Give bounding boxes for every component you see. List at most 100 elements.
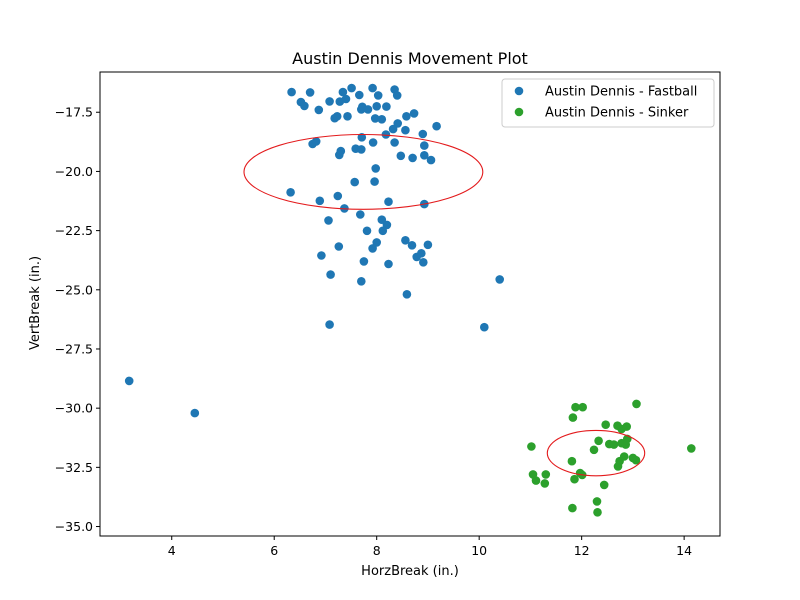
data-point: [419, 258, 428, 267]
data-point: [368, 83, 377, 93]
data-point: [324, 216, 333, 225]
data-point: [622, 422, 631, 431]
data-point: [368, 244, 377, 253]
data-point: [357, 145, 366, 154]
data-point: [388, 124, 398, 134]
data-point: [314, 105, 324, 115]
data-point: [336, 146, 346, 156]
data-point: [541, 470, 551, 479]
data-point: [371, 164, 381, 173]
data-point: [567, 456, 577, 466]
chart-title: Austin Dennis Movement Plot: [292, 49, 528, 68]
data-point: [418, 129, 428, 139]
data-point: [631, 455, 641, 465]
data-point: [687, 444, 696, 453]
data-point: [315, 196, 325, 206]
data-point: [401, 236, 410, 245]
data-point: [300, 101, 309, 111]
data-point: [341, 94, 351, 104]
data-point: [370, 114, 380, 123]
data-point: [370, 177, 379, 186]
y-tick-label: −27.5: [55, 341, 93, 356]
data-point: [601, 420, 610, 430]
data-point: [305, 88, 315, 97]
data-point: [571, 402, 580, 412]
spread-ellipse: [243, 133, 484, 210]
data-point: [619, 452, 629, 461]
series-fastball: [124, 83, 505, 418]
data-point: [333, 191, 343, 201]
data-point: [357, 277, 366, 286]
data-point: [599, 480, 609, 490]
data-point: [373, 91, 383, 100]
data-point: [311, 137, 321, 146]
data-point: [381, 130, 391, 139]
x-tick-label: 6: [270, 543, 278, 558]
data-point: [392, 91, 402, 100]
plot-frame: [99, 71, 721, 537]
data-point: [124, 376, 134, 386]
y-tick-label: −35.0: [55, 519, 93, 534]
y-tick-label: −30.0: [55, 401, 93, 416]
data-point: [420, 141, 429, 150]
data-point: [408, 153, 417, 163]
data-point: [568, 413, 578, 422]
data-point: [350, 177, 360, 187]
data-point: [409, 109, 419, 118]
data-point: [326, 270, 335, 279]
data-point: [592, 497, 602, 506]
data-point: [480, 322, 489, 332]
x-tick-label: 14: [676, 543, 692, 558]
data-point: [378, 226, 388, 236]
data-point: [362, 226, 372, 236]
data-point: [338, 87, 348, 97]
y-axis: −17.5 −20.0 −22.5 −25.0 −27.5 −30.0 −32.5 −35.0: [55, 105, 100, 534]
data-point: [377, 115, 387, 124]
data-point: [609, 440, 619, 449]
data-point: [347, 83, 356, 93]
data-point: [540, 479, 550, 488]
data-point: [359, 257, 369, 266]
data-point: [334, 242, 344, 251]
data-point: [390, 138, 399, 147]
y-tick-label: −17.5: [55, 105, 93, 120]
x-axis-label: HorzBreak (in.): [361, 564, 459, 579]
y-axis-label: VertBreak (in.): [28, 256, 43, 350]
data-point: [432, 121, 441, 131]
data-point: [594, 436, 603, 446]
data-point: [527, 442, 536, 451]
data-point: [286, 188, 295, 197]
legend-label: Austin Dennis - Fastball: [545, 85, 697, 100]
data-point: [578, 402, 587, 412]
data-point: [401, 125, 410, 135]
y-tick-label: −20.0: [55, 164, 93, 179]
data-point: [396, 151, 406, 161]
legend: Austin Dennis - Fastball Austin Dennis - …: [501, 78, 715, 128]
data-point: [402, 112, 411, 121]
x-axis: 4 6 8 10 12 14: [168, 536, 692, 558]
data-point: [343, 112, 352, 121]
y-tick-label: −32.5: [55, 460, 93, 475]
y-tick-label: −25.0: [55, 282, 93, 297]
data-point: [426, 155, 436, 165]
data-point: [287, 87, 296, 97]
data-point: [382, 102, 391, 111]
legend-marker: [514, 86, 524, 96]
plot-area: [99, 71, 721, 537]
data-point: [393, 119, 403, 128]
data-point: [357, 133, 367, 142]
data-point: [190, 408, 200, 418]
data-point: [589, 445, 599, 455]
legend-marker: [514, 107, 524, 117]
data-point: [317, 251, 326, 260]
data-point: [356, 210, 365, 219]
data-point: [531, 476, 541, 485]
legend-box: [501, 78, 715, 128]
x-tick-label: 10: [471, 543, 487, 558]
data-point: [613, 462, 623, 471]
x-tick-label: 4: [168, 543, 176, 558]
data-point: [384, 197, 393, 206]
data-point: [417, 249, 426, 258]
data-point: [384, 259, 393, 269]
